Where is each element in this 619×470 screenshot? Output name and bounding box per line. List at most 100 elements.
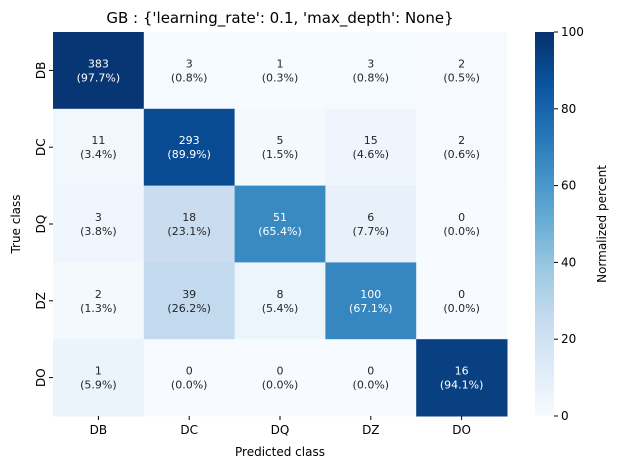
cell-DO-DZ bbox=[325, 339, 417, 417]
cell-DQ-DQ bbox=[234, 185, 326, 263]
cell-percent-label: (65.4%) bbox=[258, 225, 302, 238]
cell-DZ-DO bbox=[416, 262, 508, 340]
cell-count-label: 3 bbox=[186, 57, 193, 70]
cell-percent-label: (3.8%) bbox=[80, 225, 117, 238]
x-tick-label: DB bbox=[90, 423, 107, 437]
cell-count-label: 1 bbox=[95, 365, 102, 378]
cell-DQ-DO bbox=[416, 185, 508, 263]
x-axis: DB DC DQ DZ DO bbox=[90, 416, 471, 437]
cell-percent-label: (0.8%) bbox=[171, 71, 208, 84]
colorbar bbox=[535, 32, 554, 416]
cell-DC-DC bbox=[143, 108, 236, 187]
cell-count-label: 15 bbox=[364, 134, 378, 147]
cell-DB-DC bbox=[143, 32, 236, 110]
cell-count-label: 16 bbox=[455, 365, 469, 378]
cell-count-label: 293 bbox=[179, 134, 200, 147]
colorbar-tick-label: 40 bbox=[561, 255, 576, 269]
cell-DC-DO bbox=[416, 108, 508, 187]
cell-DC-DB bbox=[53, 108, 145, 187]
cell-percent-label: (97.7%) bbox=[77, 71, 121, 84]
y-tick-label: DC bbox=[34, 138, 48, 156]
cell-count-label: 0 bbox=[458, 211, 465, 224]
cell-count-label: 6 bbox=[367, 211, 374, 224]
cell-percent-label: (1.3%) bbox=[80, 302, 117, 315]
x-tick-label: DQ bbox=[271, 423, 290, 437]
y-tick-label: DQ bbox=[34, 215, 48, 234]
y-axis: DB DC DQ DZ DO bbox=[34, 62, 53, 387]
cell-percent-label: (0.0%) bbox=[443, 225, 480, 238]
cell-count-label: 0 bbox=[186, 365, 193, 378]
cell-count-label: 3 bbox=[95, 211, 102, 224]
cell-count-label: 1 bbox=[277, 57, 284, 70]
y-tick-label: DB bbox=[34, 62, 48, 79]
cell-percent-label: (0.0%) bbox=[262, 379, 299, 392]
cell-count-label: 18 bbox=[182, 211, 196, 224]
cell-DZ-DZ bbox=[325, 262, 417, 340]
colorbar-ticks: 0 20 40 60 80 100 bbox=[554, 25, 584, 423]
cell-percent-label: (0.0%) bbox=[171, 379, 208, 392]
x-axis-label: Predicted class bbox=[235, 445, 325, 459]
colorbar-tick-label: 20 bbox=[561, 332, 576, 346]
cell-percent-label: (7.7%) bbox=[353, 225, 390, 238]
cell-count-label: 11 bbox=[91, 134, 105, 147]
cell-DZ-DB bbox=[53, 262, 145, 340]
cell-DB-DB bbox=[53, 32, 145, 110]
y-axis-label: True class bbox=[9, 194, 23, 254]
y-tick-label: DZ bbox=[34, 292, 48, 309]
cell-DO-DB bbox=[53, 339, 145, 417]
cell-percent-label: (0.8%) bbox=[353, 71, 390, 84]
cell-DB-DQ bbox=[234, 32, 326, 110]
cell-count-label: 0 bbox=[277, 365, 284, 378]
cell-percent-label: (4.6%) bbox=[353, 148, 390, 161]
cell-DC-DQ bbox=[234, 108, 326, 187]
cell-count-label: 5 bbox=[277, 134, 284, 147]
cell-DO-DC bbox=[143, 339, 236, 417]
cell-DC-DZ bbox=[325, 108, 417, 187]
cell-percent-label: (89.9%) bbox=[167, 148, 211, 161]
x-tick-label: DZ bbox=[362, 423, 379, 437]
cell-count-label: 51 bbox=[273, 211, 287, 224]
cell-DB-DO bbox=[416, 32, 508, 110]
cell-percent-label: (5.9%) bbox=[80, 379, 117, 392]
cell-count-label: 0 bbox=[458, 288, 465, 301]
cell-percent-label: (0.0%) bbox=[353, 379, 390, 392]
chart-title: GB : {'learning_rate': 0.1, 'max_depth':… bbox=[106, 9, 453, 28]
cell-percent-label: (67.1%) bbox=[349, 302, 393, 315]
cell-percent-label: (0.6%) bbox=[443, 148, 480, 161]
cell-DQ-DZ bbox=[325, 185, 417, 263]
heatmap-cells: 383(97.7%)3(0.8%)1(0.3%)3(0.8%)2(0.5%)11… bbox=[53, 32, 508, 417]
cell-percent-label: (3.4%) bbox=[80, 148, 117, 161]
cell-DZ-DQ bbox=[234, 262, 326, 340]
colorbar-tick-label: 100 bbox=[561, 25, 584, 39]
cell-DB-DZ bbox=[325, 32, 417, 110]
cell-DQ-DC bbox=[143, 185, 236, 263]
cell-percent-label: (5.4%) bbox=[262, 302, 299, 315]
cell-percent-label: (23.1%) bbox=[167, 225, 211, 238]
colorbar-tick-label: 0 bbox=[561, 409, 569, 423]
cell-count-label: 39 bbox=[182, 288, 196, 301]
cell-count-label: 100 bbox=[360, 288, 381, 301]
colorbar-tick-label: 80 bbox=[561, 102, 576, 116]
x-tick-label: DO bbox=[452, 423, 471, 437]
cell-percent-label: (0.0%) bbox=[443, 302, 480, 315]
cell-percent-label: (1.5%) bbox=[262, 148, 299, 161]
cell-percent-label: (0.3%) bbox=[262, 71, 299, 84]
cell-count-label: 2 bbox=[95, 288, 102, 301]
colorbar-label: Normalized percent bbox=[595, 165, 609, 283]
colorbar-tick-label: 60 bbox=[561, 179, 576, 193]
cell-percent-label: (26.2%) bbox=[167, 302, 211, 315]
cell-count-label: 2 bbox=[458, 57, 465, 70]
cell-DQ-DB bbox=[53, 185, 145, 263]
cell-DO-DQ bbox=[234, 339, 326, 417]
cell-percent-label: (0.5%) bbox=[443, 71, 480, 84]
cell-count-label: 383 bbox=[88, 57, 109, 70]
cell-count-label: 3 bbox=[367, 57, 374, 70]
y-tick-label: DO bbox=[34, 368, 48, 387]
cell-DZ-DC bbox=[143, 262, 236, 340]
cell-count-label: 8 bbox=[277, 288, 284, 301]
cell-DO-DO bbox=[416, 339, 508, 417]
cell-percent-label: (94.1%) bbox=[440, 379, 484, 392]
x-tick-label: DC bbox=[180, 423, 198, 437]
cell-count-label: 0 bbox=[367, 365, 374, 378]
